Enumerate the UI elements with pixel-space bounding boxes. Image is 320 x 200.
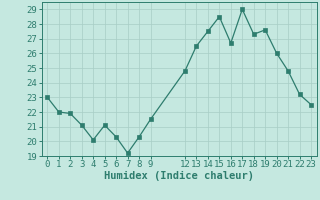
X-axis label: Humidex (Indice chaleur): Humidex (Indice chaleur)	[104, 171, 254, 181]
